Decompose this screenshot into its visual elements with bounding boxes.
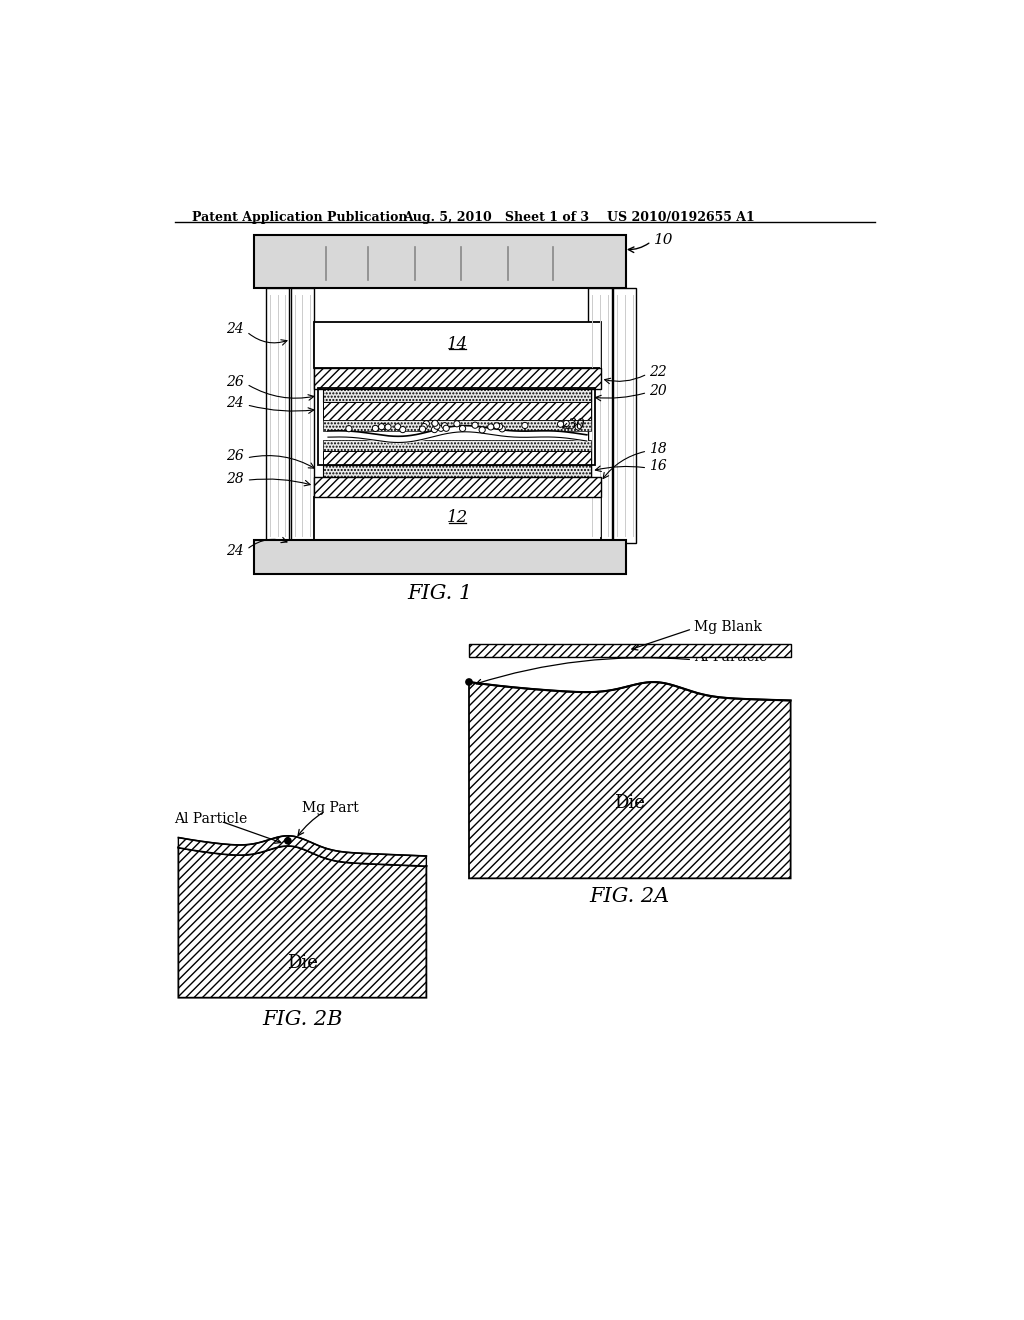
Bar — [589, 288, 611, 544]
Bar — [324, 451, 592, 465]
Circle shape — [399, 426, 406, 433]
Bar — [324, 389, 592, 401]
Circle shape — [454, 421, 460, 426]
Bar — [291, 288, 314, 544]
Bar — [317, 388, 595, 465]
Circle shape — [385, 424, 391, 430]
Text: 24: 24 — [226, 322, 245, 337]
Circle shape — [373, 425, 379, 432]
Bar — [324, 420, 592, 430]
Bar — [314, 478, 601, 498]
Bar — [254, 540, 627, 574]
Circle shape — [431, 426, 437, 433]
Circle shape — [420, 426, 426, 432]
Bar — [314, 322, 601, 368]
Text: US 2010/0192655 A1: US 2010/0192655 A1 — [607, 211, 755, 224]
Bar — [266, 288, 289, 544]
Circle shape — [379, 424, 385, 430]
Circle shape — [522, 422, 528, 429]
Text: Aug. 5, 2010   Sheet 1 of 3: Aug. 5, 2010 Sheet 1 of 3 — [403, 211, 589, 224]
Circle shape — [460, 425, 466, 432]
Circle shape — [381, 424, 387, 429]
Text: 24: 24 — [226, 396, 245, 411]
Circle shape — [472, 422, 478, 428]
Circle shape — [423, 421, 429, 426]
Circle shape — [465, 678, 473, 686]
Circle shape — [479, 426, 485, 433]
Circle shape — [575, 424, 582, 430]
Bar — [254, 235, 627, 288]
Bar — [314, 498, 601, 540]
Text: 16: 16 — [649, 459, 667, 474]
Text: 12: 12 — [446, 510, 468, 527]
Bar — [324, 465, 592, 478]
Text: Mg Blank: Mg Blank — [693, 619, 762, 634]
Text: 14: 14 — [446, 337, 468, 354]
Text: Mg Part: Mg Part — [302, 800, 359, 814]
Circle shape — [438, 425, 444, 432]
Text: 26: 26 — [226, 375, 245, 388]
Text: 18: 18 — [649, 442, 667, 457]
Polygon shape — [178, 846, 426, 998]
Bar — [314, 368, 601, 389]
Bar — [324, 401, 592, 420]
Bar — [613, 288, 636, 544]
Polygon shape — [178, 836, 426, 866]
Circle shape — [432, 420, 438, 426]
Circle shape — [434, 424, 440, 429]
Text: FIG. 2A: FIG. 2A — [589, 887, 670, 906]
Text: 22: 22 — [649, 366, 667, 379]
Text: FIG. 2B: FIG. 2B — [262, 1010, 343, 1028]
Circle shape — [487, 424, 494, 430]
Circle shape — [441, 422, 447, 429]
Text: 24: 24 — [226, 544, 245, 558]
Text: 30: 30 — [568, 418, 586, 432]
Text: 10: 10 — [653, 234, 673, 247]
Text: Al Particle: Al Particle — [174, 812, 248, 826]
Text: Die: Die — [287, 954, 317, 972]
Text: 28: 28 — [226, 471, 245, 486]
Circle shape — [557, 421, 563, 428]
Circle shape — [346, 425, 352, 432]
Text: Die: Die — [614, 795, 645, 812]
Bar — [469, 644, 791, 657]
Circle shape — [499, 426, 505, 432]
Circle shape — [494, 422, 500, 429]
Circle shape — [497, 424, 503, 429]
Polygon shape — [469, 682, 791, 878]
Circle shape — [284, 837, 292, 845]
Text: 26: 26 — [226, 449, 245, 462]
Bar — [324, 441, 592, 451]
Text: Patent Application Publication: Patent Application Publication — [193, 211, 408, 224]
Circle shape — [394, 424, 400, 430]
Circle shape — [421, 424, 427, 430]
Circle shape — [563, 420, 569, 426]
Text: Al Particle: Al Particle — [693, 651, 767, 664]
Circle shape — [443, 425, 450, 432]
Text: FIG. 1: FIG. 1 — [408, 583, 473, 603]
Text: 20: 20 — [649, 384, 667, 397]
